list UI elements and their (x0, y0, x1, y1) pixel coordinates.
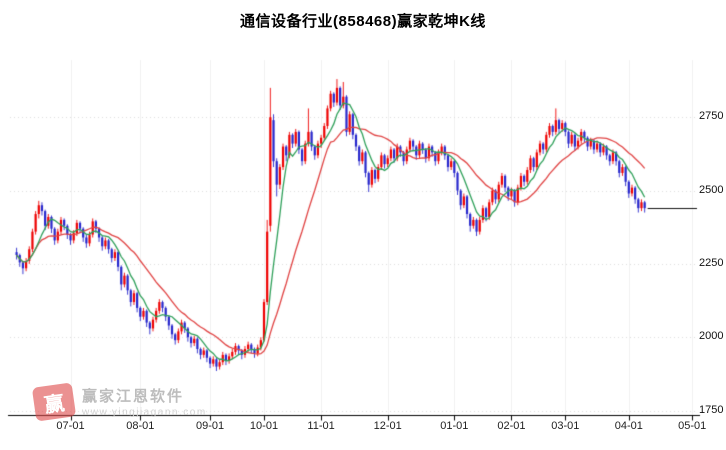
watermark-name: 赢家江恩软件 (82, 388, 185, 405)
x-tick-label: 04-01 (614, 420, 643, 432)
x-tick-label: 12-01 (373, 420, 402, 432)
x-tick-label: 07-01 (56, 420, 85, 432)
watermark-url: www.yingjiagann.com (82, 407, 207, 418)
x-tick-label: 09-01 (196, 420, 225, 432)
watermark-stamp-icon: 赢 (31, 382, 77, 422)
x-tick-label: 11-01 (307, 420, 335, 432)
x-tick-label: 02-01 (497, 420, 526, 432)
x-tick-label: 03-01 (551, 420, 580, 432)
x-tick-label: 05-01 (678, 420, 707, 432)
watermark: 赢 赢家江恩软件 www.yingjiagann.com (31, 382, 207, 422)
y-tick-label: 1750 (699, 403, 724, 416)
y-tick-label: 2750 (699, 110, 724, 123)
y-tick-label: 2000 (699, 330, 724, 343)
watermark-text: 赢家江恩软件 www.yingjiagann.com (82, 385, 207, 418)
x-tick-label: 08-01 (126, 420, 155, 432)
y-tick-label: 2500 (699, 183, 724, 196)
y-tick-label: 2250 (699, 256, 724, 269)
x-tick-label: 01-01 (440, 420, 469, 432)
stamp-char: 赢 (42, 392, 66, 417)
x-tick-label: 10-01 (249, 420, 279, 432)
